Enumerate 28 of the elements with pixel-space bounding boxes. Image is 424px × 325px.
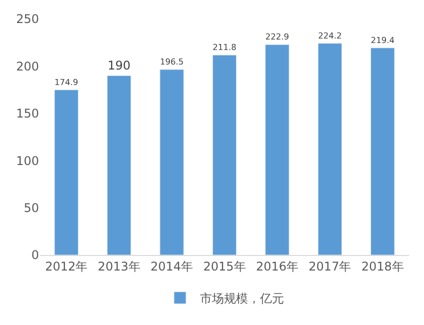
bar bbox=[160, 69, 184, 255]
x-tick-label: 2017年 bbox=[308, 259, 352, 274]
legend-label: 市场规模，亿元 bbox=[200, 292, 284, 306]
x-tick-label: 2012年 bbox=[45, 259, 88, 274]
data-label: 222.9 bbox=[265, 32, 290, 42]
data-label: 224.2 bbox=[318, 30, 342, 40]
bar bbox=[212, 54, 237, 255]
bar bbox=[265, 44, 290, 255]
data-label: 196.5 bbox=[160, 56, 184, 66]
y-tick-label: 100 bbox=[16, 154, 39, 168]
x-tick-label: 2016年 bbox=[256, 259, 298, 274]
x-tick-label: 2013年 bbox=[98, 259, 140, 274]
bar bbox=[54, 90, 78, 255]
data-label: 219.4 bbox=[370, 34, 394, 45]
x-tick-label: 2015年 bbox=[203, 259, 246, 274]
y-tick-label: 0 bbox=[31, 248, 39, 262]
data-label: 211.8 bbox=[212, 42, 236, 52]
y-tick-label: 250 bbox=[16, 12, 39, 26]
bar bbox=[106, 75, 132, 255]
x-tick-label: 2014年 bbox=[150, 259, 194, 274]
bar bbox=[318, 43, 342, 255]
x-tick-label: 2018年 bbox=[361, 259, 404, 274]
y-tick-label: 150 bbox=[16, 106, 39, 121]
bar bbox=[370, 48, 395, 255]
y-tick-label: 200 bbox=[16, 59, 39, 74]
data-label: 190 bbox=[108, 58, 131, 73]
y-tick-label: 50 bbox=[24, 201, 39, 215]
data-label: 174.9 bbox=[54, 76, 78, 87]
